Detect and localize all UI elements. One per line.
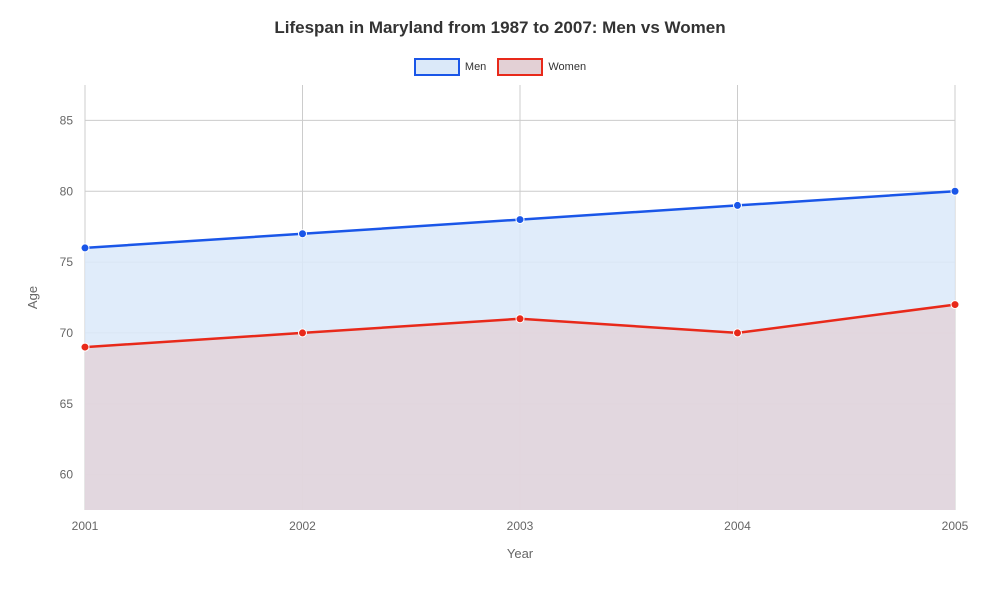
svg-text:2002: 2002 [289,519,316,533]
svg-text:2001: 2001 [72,519,99,533]
x-axis-title: Year [507,546,534,561]
svg-text:75: 75 [60,255,74,269]
y-axis-title: Age [25,286,40,309]
svg-text:85: 85 [60,113,74,127]
svg-text:65: 65 [60,397,74,411]
svg-text:2005: 2005 [942,519,969,533]
svg-text:2003: 2003 [507,519,534,533]
svg-text:70: 70 [60,326,74,340]
chart-svg: 2001 2002 2003 2004 2005 60 65 70 75 80 85 Year A… [0,0,1000,600]
svg-text:60: 60 [60,468,74,482]
svg-text:2004: 2004 [724,519,751,533]
x-tick-labels: 2001 2002 2003 2004 2005 [72,519,969,533]
svg-text:80: 80 [60,184,74,198]
y-tick-labels: 60 65 70 75 80 85 [60,113,74,481]
chart-container: Lifespan in Maryland from 1987 to 2007: … [0,0,1000,600]
